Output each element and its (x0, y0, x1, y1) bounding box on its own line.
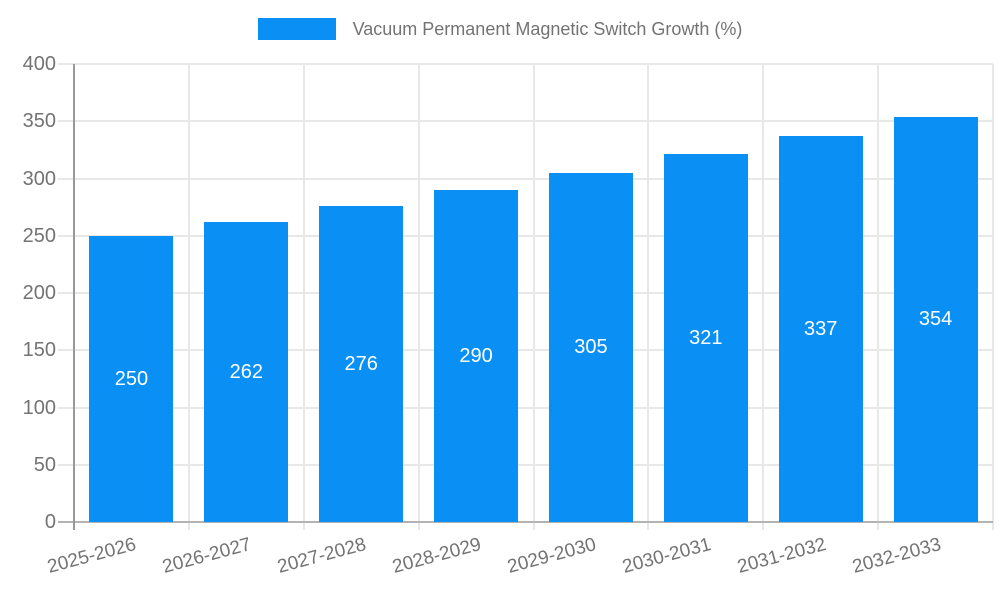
x-axis-tick-label: 2027-2028 (275, 534, 369, 578)
bar-value-label: 276 (344, 352, 378, 375)
x-axis-tick-label: 2032-2033 (849, 534, 943, 578)
bar-value-label: 250 (114, 367, 149, 390)
x-axis-tick-label: 2029-2030 (505, 534, 599, 578)
x-axis-tick-label: 2030-2031 (620, 534, 714, 578)
y-axis-tick-label: 150 (22, 339, 56, 362)
bar: 262 (204, 222, 289, 522)
x-axis-line (58, 521, 993, 523)
y-gridline (58, 349, 993, 352)
y-axis-tick-label: 300 (22, 167, 56, 190)
x-axis-tick-label: 2031-2032 (734, 534, 829, 578)
y-gridline (58, 463, 993, 466)
x-axis-tick-label: 2025-2026 (45, 534, 139, 578)
bar-value-label: 290 (459, 344, 493, 367)
bar: 250 (89, 235, 174, 522)
y-axis-tick-label: 350 (22, 110, 56, 133)
bar-value-label: 354 (918, 308, 953, 331)
bar: 305 (548, 172, 633, 522)
chart-legend[interactable]: Vacuum Permanent Magnetic Switch Growth … (0, 18, 1000, 40)
y-axis-tick-label: 250 (22, 224, 56, 247)
x-gridline (762, 64, 765, 530)
bar: 276 (319, 205, 404, 522)
y-axis-tick-label: 400 (22, 53, 56, 75)
y-gridline (58, 177, 993, 180)
bar-value-label: 337 (804, 318, 838, 341)
bar: 337 (778, 136, 863, 522)
x-gridline (532, 64, 535, 530)
y-axis-line (73, 64, 75, 530)
x-gridline (187, 64, 190, 530)
y-gridline (58, 234, 993, 237)
bar-value-label: 305 (574, 336, 608, 359)
bar: 321 (663, 154, 748, 522)
x-gridline (647, 64, 650, 530)
y-gridline (58, 63, 993, 65)
x-axis-tick-label: 2028-2029 (390, 534, 484, 578)
x-gridline (992, 64, 994, 530)
bar-value-label: 262 (229, 360, 263, 383)
y-axis-tick-label: 0 (44, 511, 56, 533)
bar: 290 (434, 189, 519, 522)
y-gridline (58, 120, 993, 123)
legend-swatch-icon (257, 18, 336, 40)
x-gridline (302, 64, 305, 530)
x-gridline (417, 64, 420, 530)
legend-series-label: Vacuum Permanent Magnetic Switch Growth … (352, 18, 743, 39)
x-axis-tick-label: 2026-2027 (160, 534, 254, 578)
x-gridline (877, 64, 880, 530)
bar-value-label: 321 (689, 327, 723, 350)
y-axis-tick-label: 50 (33, 453, 56, 476)
y-axis-tick-label: 100 (22, 396, 56, 419)
y-gridline (58, 406, 993, 409)
y-gridline (58, 292, 993, 294)
y-axis-tick-label: 200 (22, 282, 56, 304)
bar: 354 (893, 116, 978, 522)
